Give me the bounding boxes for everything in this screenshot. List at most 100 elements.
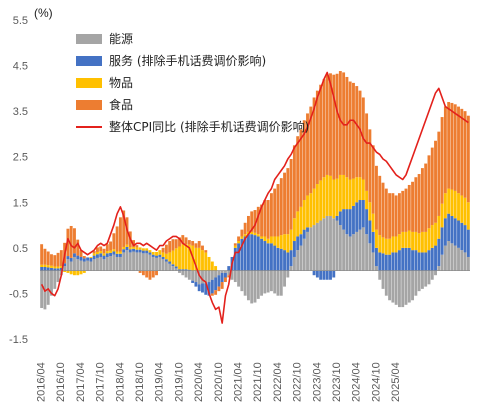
bar-segment-energy	[355, 231, 359, 271]
bar-segment-services	[132, 248, 135, 252]
bar-segment-goods	[151, 251, 155, 255]
bar-segment-energy	[404, 270, 408, 305]
bar-segment-goods	[355, 177, 359, 203]
bar-segment-services	[184, 269, 188, 271]
bar-segment-food	[105, 244, 109, 252]
bar-segment-goods	[141, 248, 145, 251]
bar-segment-services	[434, 245, 437, 271]
bar-segment-food	[381, 182, 385, 238]
bar-segment-energy	[184, 270, 188, 278]
bar-segment-goods	[427, 228, 431, 251]
y-tick-label: 2.5	[13, 152, 28, 164]
bar-segment-services	[368, 220, 372, 244]
bar-segment-services	[66, 256, 70, 260]
bar-segment-services	[168, 261, 172, 264]
bar-segment-energy	[273, 270, 277, 294]
bar-segment-food	[227, 275, 231, 278]
bar-segment-goods	[69, 270, 73, 275]
bar-segment-energy	[384, 270, 388, 296]
bars	[40, 71, 470, 310]
bar-segment-food	[237, 236, 241, 242]
bar-segment-services	[233, 247, 237, 271]
bar-segment-services	[384, 254, 388, 271]
bar-segment-goods	[401, 231, 405, 248]
bar-segment-food	[440, 117, 444, 204]
bar-segment-goods	[388, 238, 392, 255]
bar-segment-energy	[178, 270, 181, 273]
bar-segment-food	[145, 270, 149, 278]
bar-segment-goods	[168, 252, 172, 262]
bar-segment-goods	[453, 190, 457, 219]
bar-segment-services	[266, 243, 270, 271]
bar-segment-food	[210, 293, 214, 296]
bar-segment-food	[82, 256, 86, 259]
bar-segment-services	[125, 246, 129, 251]
bar-segment-goods	[73, 270, 76, 276]
bar-segment-goods	[434, 222, 437, 246]
bar-segment-food	[201, 245, 204, 251]
bar-segment-goods	[430, 225, 434, 248]
bar-segment-services	[296, 236, 300, 251]
bar-segment-energy	[309, 227, 313, 271]
bar-segment-services	[112, 251, 116, 255]
y-tick-label: 5.5	[13, 15, 28, 27]
bar-segment-food	[368, 129, 372, 203]
bar-segment-food	[289, 158, 293, 230]
cpi-line-layer	[40, 71, 469, 324]
bar-segment-services	[466, 229, 470, 257]
bar-segment-food	[404, 188, 408, 232]
bar-segment-services	[201, 283, 204, 293]
legend-label-goods: 物品	[109, 76, 133, 90]
bar-segment-food	[466, 115, 470, 203]
bar-segment-food	[302, 120, 306, 201]
bar-segment-energy	[329, 215, 332, 271]
bar-segment-goods	[457, 193, 460, 221]
bar-segment-energy	[450, 243, 454, 271]
bar-segment-energy	[394, 270, 398, 305]
bar-segment-services	[315, 270, 319, 278]
bar-segment-goods	[145, 248, 149, 251]
bar-segment-food	[450, 102, 454, 190]
bar-segment-energy	[220, 270, 224, 273]
bar-segment-services	[128, 249, 132, 253]
bar-segment-energy	[352, 234, 355, 271]
bar-segment-goods	[273, 236, 277, 246]
bar-segment-food	[217, 286, 221, 292]
bar-segment-goods	[358, 177, 362, 201]
bar-segment-food	[453, 104, 457, 191]
bar-segment-food	[309, 106, 313, 194]
bar-segment-energy	[319, 220, 323, 271]
x-axis-ticks: 2016/04 2016/10 2017/04 2017/10 2018/04 2018/…	[36, 362, 403, 402]
bar-segment-goods	[187, 244, 191, 270]
bar-segment-energy	[53, 270, 57, 289]
bar-segment-goods	[164, 253, 168, 260]
bar-segment-goods	[158, 250, 162, 255]
bar-segment-food	[407, 184, 411, 231]
bar-segment-food	[266, 200, 270, 239]
bar-segment-goods	[102, 253, 106, 256]
bar-segment-food	[246, 215, 250, 232]
bar-segment-food	[233, 243, 237, 246]
bar-segment-food	[335, 73, 339, 179]
bar-segment-goods	[296, 211, 300, 237]
bar-segment-energy	[125, 250, 129, 271]
bar-segment-services	[141, 250, 145, 254]
bar-segment-food	[164, 244, 168, 254]
bar-segment-goods	[210, 261, 214, 271]
bar-segment-food	[447, 102, 451, 189]
bar-segment-food	[50, 254, 53, 266]
bar-segment-goods	[46, 265, 50, 268]
bar-segment-goods	[322, 177, 326, 219]
x-tick-label: 2016/10	[55, 362, 67, 402]
bar-segment-goods	[352, 178, 355, 206]
bar-segment-goods	[440, 203, 444, 228]
bar-segment-food	[283, 172, 286, 235]
bar-segment-services	[82, 258, 86, 262]
bar-segment-food	[460, 108, 464, 196]
bar-segment-food	[378, 175, 382, 236]
bar-segment-food	[122, 210, 126, 247]
bar-segment-services	[391, 252, 395, 271]
bar-segment-energy	[250, 270, 254, 304]
bar-segment-services	[335, 215, 339, 221]
